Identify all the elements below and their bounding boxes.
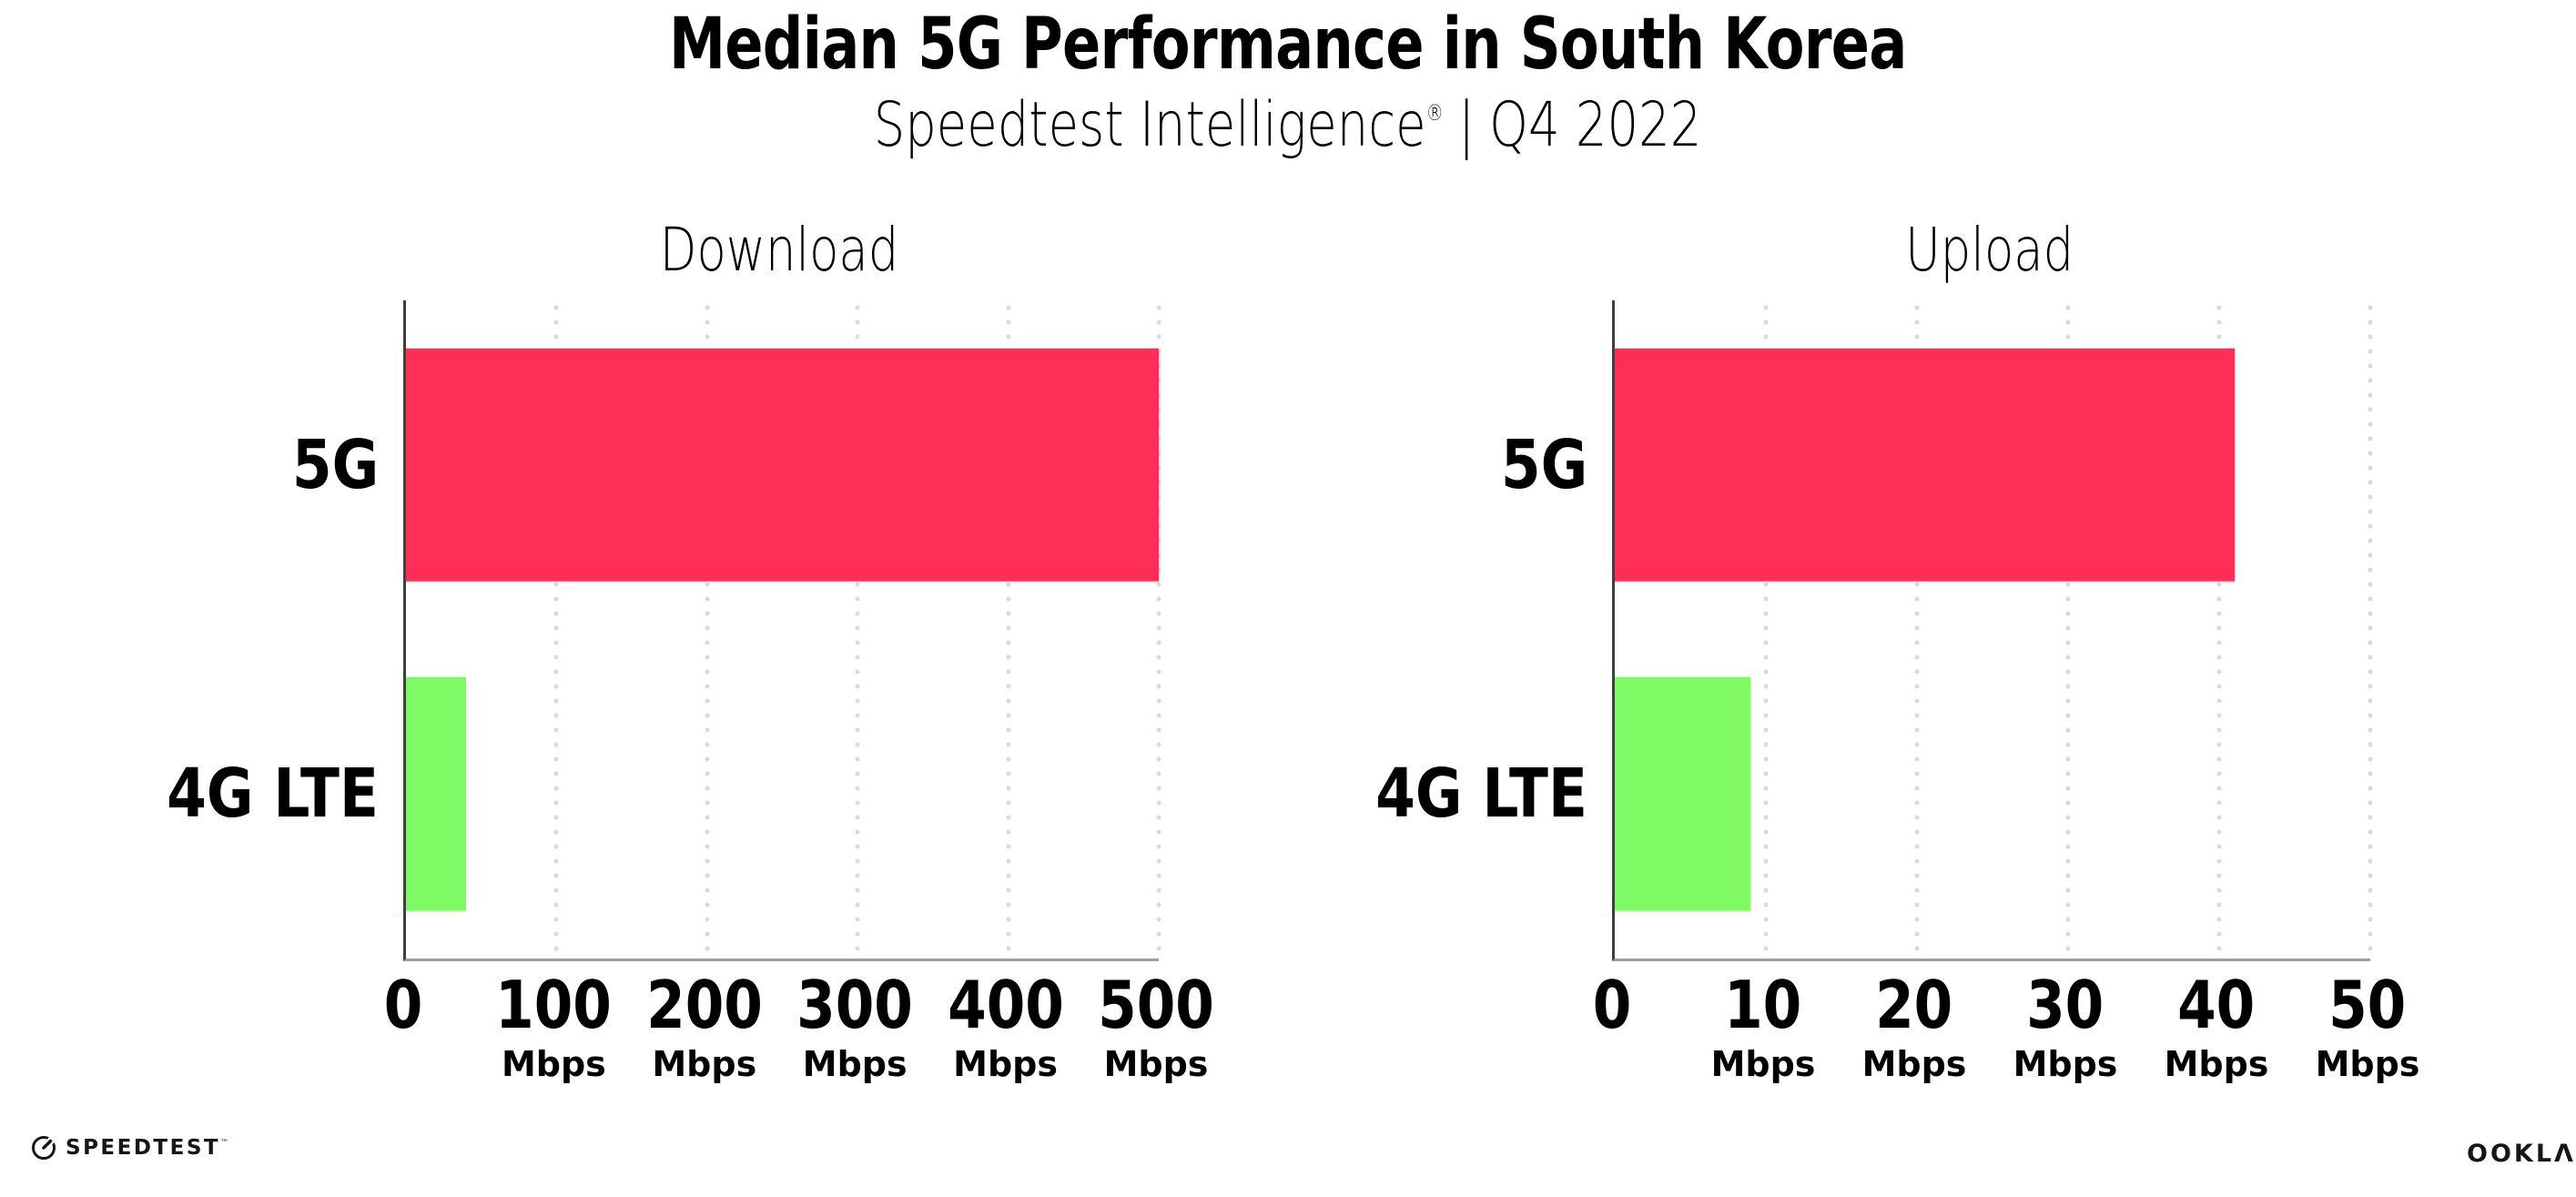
x-tick-label: 20 Mbps [1862,972,1967,1081]
speedtest-wordmark: SPEEDTEST™ [66,1136,231,1160]
x-tick-label: 200 Mbps [636,972,773,1081]
x-tick-value: 40 [2177,967,2256,1043]
gridline [2065,300,2071,959]
gridline [705,300,710,959]
x-tick-label: 50 Mbps [2316,972,2420,1081]
x-tick-value: 50 [2328,967,2407,1043]
page-subtitle: Speedtest Intelligence® | Q4 2022 [0,89,2576,161]
bar-4g-lte [1615,676,1751,911]
x-tick-unit: Mbps [2164,1044,2269,1084]
page-title-text: Median 5G Performance in South Korea [669,4,1907,86]
gridline [2216,300,2222,959]
subtitle-separator: | [1458,89,1476,161]
x-axis-ticks: 0 10 Mbps 20 Mbps 30 Mbps 40 Mbps 50 Mbps [1593,972,2420,1118]
x-tick-value: 300 [796,967,914,1043]
x-tick-label: 300 Mbps [786,972,923,1081]
category-label-4g-lte: 4G LTE [167,755,379,834]
x-tick-label: 40 Mbps [2165,972,2269,1081]
x-tick-label: 400 Mbps [937,972,1073,1081]
x-tick-label: 100 Mbps [485,972,622,1081]
bar-4g-lte [406,676,467,911]
x-tick-value: 10 [1724,967,1802,1043]
gridline [1006,300,1011,959]
subtitle-brand: Speedtest Intelligence [874,89,1427,161]
speedtest-gauge-icon [32,1134,57,1160]
x-tick-unit: Mbps [652,1044,757,1084]
x-tick-value: 200 [645,967,763,1043]
gridline [855,300,860,959]
x-tick-value: 100 [495,967,613,1043]
x-tick-unit: Mbps [2013,1044,2118,1084]
gridline [1763,300,1769,959]
x-tick-unit: Mbps [802,1044,908,1084]
x-tick-label: 0 [1589,972,1635,1038]
x-tick-value: 30 [2026,967,2104,1043]
x-tick-value: 20 [1875,967,1953,1043]
gridline [1156,300,1161,959]
x-tick-value: 0 [383,967,423,1043]
bar-5g [1615,348,2235,583]
x-tick-label: 0 [380,972,426,1038]
panel-title-upload: Upload [1905,215,2074,285]
x-tick-label: 10 Mbps [1711,972,1816,1081]
gridline [553,300,559,959]
plot-area: 5G 4G LTE [1375,300,2373,961]
x-tick-unit: Mbps [2315,1044,2420,1084]
bar-5g [406,348,1159,583]
trademark-mark: ™ [220,1139,231,1148]
category-label-5g: 5G [291,425,379,504]
speedtest-logo: SPEEDTEST™ [30,1134,231,1161]
x-tick-unit: Mbps [953,1044,1059,1084]
x-tick-unit: Mbps [1710,1044,1816,1084]
x-tick-label: 500 Mbps [1088,972,1224,1081]
x-tick-label: 30 Mbps [2013,972,2118,1081]
plot-area: 5G 4G LTE [167,300,1161,961]
x-tick-value: 0 [1592,967,1632,1043]
x-tick-value: 500 [1098,967,1214,1043]
x-tick-unit: Mbps [1103,1044,1209,1084]
gridline [1914,300,1920,959]
x-axis-ticks: 0 100 Mbps 200 Mbps 300 Mbps 400 Mbps 500 Mbps [384,972,1214,1118]
x-tick-value: 400 [947,967,1064,1043]
panel-title-download: Download [660,215,899,285]
ookla-wordmark: OOKLΛ [2467,1140,2576,1168]
subtitle-period: Q4 2022 [1489,89,1702,161]
gridline [2368,300,2373,959]
page-title: Median 5G Performance in South Korea [0,4,2576,86]
x-tick-unit: Mbps [501,1044,606,1084]
category-label-4g-lte: 4G LTE [1375,755,1587,834]
category-label-5g: 5G [1500,425,1587,504]
registered-mark: ® [1426,100,1445,126]
x-tick-unit: Mbps [1861,1044,1967,1084]
ookla-logo: OOKLΛ® [2467,1140,2576,1168]
